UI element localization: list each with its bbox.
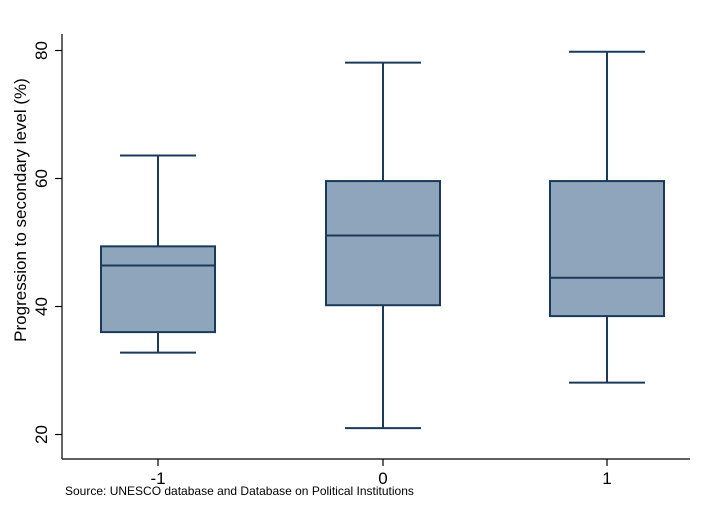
- y-axis-ticks: 20 40 60 80: [32, 41, 62, 444]
- plot-area: [100, 50, 665, 430]
- y-tick-label: 60: [32, 169, 51, 188]
- iqr-box: [100, 245, 216, 334]
- x-axis-ticks: -1 0 1: [150, 459, 612, 488]
- y-tick-label: 40: [32, 297, 51, 316]
- box-group: [325, 61, 441, 430]
- y-tick-label: 20: [32, 425, 51, 444]
- y-axis-title: Progression to secondary level (%): [11, 78, 30, 342]
- y-tick-label: 80: [32, 41, 51, 60]
- x-tick-label: 0: [378, 469, 387, 488]
- source-note: Source: UNESCO database and Database on …: [65, 484, 414, 498]
- x-tick-label: 1: [602, 469, 611, 488]
- x-tick-label: -1: [150, 469, 165, 488]
- iqr-box: [325, 180, 441, 307]
- box-group: [100, 154, 216, 354]
- iqr-box: [549, 180, 665, 318]
- box-group: [549, 50, 665, 384]
